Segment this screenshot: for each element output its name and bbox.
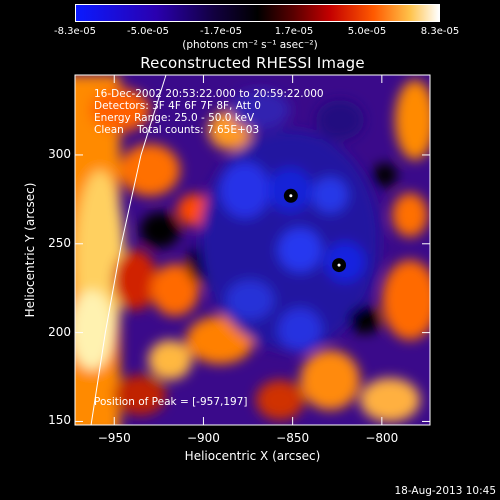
- chart-title: Reconstructed RHESSI Image: [140, 54, 365, 72]
- x-tick-label: −800: [365, 431, 399, 445]
- x-axis-title: Heliocentric X (arcsec): [184, 449, 321, 463]
- source-marker-center: [289, 194, 293, 198]
- y-axis-title: Heliocentric Y (arcsec): [23, 182, 37, 318]
- colorbar-tick-label: -1.7e-05: [200, 26, 242, 37]
- colorbar-tick-label: -5.0e-05: [127, 26, 169, 37]
- y-tick-label: 200: [48, 324, 71, 339]
- source-marker-center: [337, 263, 341, 267]
- colorbar-tick-label: 1.7e-05: [274, 26, 314, 37]
- y-tick-label: 150: [48, 413, 71, 428]
- colorbar-tick-label: -8.3e-05: [54, 26, 96, 37]
- annotation-time: 16-Dec-2002 20:53:22.000 to 20:59:22.000: [94, 88, 324, 100]
- peak-position-label: Position of Peak = [-957,197]: [94, 396, 248, 408]
- colorbar-tick-label: 5.0e-05: [347, 26, 387, 37]
- solar-limb-line: [90, 74, 167, 426]
- y-tick-label: 250: [48, 235, 71, 250]
- annotation-detectors: Detectors: 3F 4F 6F 7F 8F, Att 0: [94, 100, 261, 112]
- annotation-clean: Clean Total counts: 7.65E+03: [94, 124, 260, 136]
- footer-timestamp: 18-Aug-2013 10:45: [394, 485, 496, 497]
- x-tick-label: −950: [97, 431, 131, 445]
- y-tick-label: 300: [48, 146, 71, 161]
- x-tick-label: −850: [276, 431, 310, 445]
- colorbar: [75, 4, 440, 22]
- annotation-energy: Energy Range: 25.0 - 50.0 keV: [94, 112, 255, 124]
- heatmap-image: [75, 75, 430, 425]
- annotation-block: 16-Dec-2002 20:53:22.000 to 20:59:22.000…: [94, 88, 324, 136]
- colorbar-tick-label: 8.3e-05: [420, 26, 460, 37]
- plot-frame: [74, 74, 431, 426]
- colorbar-unit-label: (photons cm⁻² s⁻¹ asec⁻²): [182, 39, 318, 51]
- x-tick-label: −900: [186, 431, 220, 445]
